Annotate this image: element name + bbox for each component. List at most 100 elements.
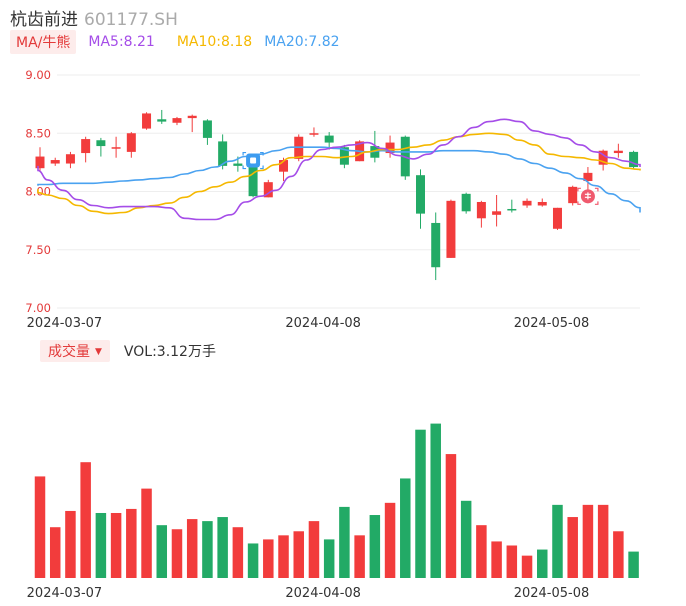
volume-toggle-button[interactable]: 成交量 ▼ — [40, 340, 110, 362]
candle-body — [111, 147, 121, 149]
caret-down-icon: ▼ — [95, 347, 102, 357]
price-tick-label: 9.00 — [25, 68, 51, 82]
volume-bar — [141, 488, 152, 578]
candle-body — [96, 140, 106, 147]
ma-toggle-button[interactable]: MA/牛熊 — [10, 30, 77, 54]
volume-bar — [460, 500, 472, 578]
date-tick-label: 2024-05-08 — [514, 316, 590, 331]
candle-body — [233, 163, 243, 166]
candle-body — [324, 135, 334, 143]
volume-bar — [126, 508, 137, 578]
candle-body — [35, 156, 45, 169]
candle-body — [385, 142, 395, 154]
volume-date-tick-label: 2024-03-07 — [27, 586, 103, 601]
ma5-legend: MA5:8.21 — [88, 34, 155, 50]
date-tick-label: 2024-03-07 — [27, 316, 103, 331]
candle-body — [492, 211, 502, 215]
volume-bar — [521, 555, 533, 578]
candle-body — [613, 150, 623, 154]
ma10-line — [37, 132, 641, 215]
volume-bar — [247, 543, 259, 578]
candle-body — [81, 139, 91, 154]
volume-date-tick-label: 2024-04-08 — [285, 586, 361, 601]
volume-bar — [65, 510, 76, 578]
candle-body — [629, 151, 639, 168]
volume-bar — [323, 539, 335, 578]
volume-bar — [491, 541, 502, 578]
candle-body — [446, 200, 456, 258]
ma5-line — [37, 118, 641, 221]
volume-bar — [202, 521, 213, 578]
ma20-line — [37, 146, 641, 213]
volume-bar — [171, 529, 183, 578]
volume-bar — [339, 506, 350, 578]
volume-bar — [597, 504, 609, 578]
volume-bar — [110, 512, 122, 578]
candle-body — [598, 150, 608, 165]
candle-body — [461, 193, 471, 212]
volume-bar — [354, 535, 365, 578]
volume-bar — [49, 527, 61, 578]
candle-body — [172, 118, 182, 123]
bull-marker-frame — [577, 187, 599, 205]
volume-date-tick-label: 2024-05-08 — [514, 586, 590, 601]
volume-bar — [567, 517, 578, 578]
candle-body — [65, 154, 75, 164]
stock-name: 杭齿前进 — [10, 10, 78, 30]
candle-body — [187, 115, 197, 119]
volume-legend: 成交量 ▼ VOL:3.12万手 — [40, 340, 216, 362]
volume-bar — [156, 525, 168, 578]
volume-bar — [217, 517, 228, 578]
volume-bar — [369, 515, 381, 578]
volume-bar — [476, 525, 487, 578]
candle-body — [339, 147, 349, 165]
candle-body — [263, 182, 273, 198]
date-tick-label: 2024-04-08 — [285, 316, 361, 331]
volume-bar — [613, 531, 624, 578]
stock-title: 杭齿前进 601177.SH — [10, 5, 178, 30]
candle-body — [507, 208, 517, 211]
price-tick-label: 7.00 — [25, 301, 51, 315]
candle-body — [50, 160, 60, 164]
volume-bar — [537, 549, 548, 578]
candle-body — [416, 175, 425, 214]
volume-bar — [232, 527, 244, 578]
volume-value: VOL:3.12万手 — [123, 344, 216, 360]
volume-bar — [263, 539, 274, 578]
volume-bar — [308, 521, 320, 578]
volume-bar — [628, 551, 639, 578]
candle-body — [568, 186, 578, 204]
candle-body — [218, 141, 228, 166]
candle-body — [583, 172, 593, 182]
volume-bar — [445, 454, 457, 578]
ma-legend: MA/牛熊 MA5:8.21 MA10:8.18 MA20:7.82 — [10, 30, 340, 54]
volume-bar — [34, 476, 46, 578]
volume-bar — [506, 545, 518, 578]
sell-marker-glyph — [250, 157, 257, 164]
volume-bar — [582, 504, 594, 578]
ma10-legend: MA10:8.18 — [176, 34, 253, 50]
volume-bar — [278, 535, 289, 578]
candle-body — [431, 222, 441, 268]
bull-marker-glyph — [584, 192, 591, 200]
candle-body — [522, 200, 532, 206]
bull-marker-icon — [577, 187, 599, 205]
price-tick-label: 8.50 — [25, 126, 51, 140]
candle-body — [202, 120, 212, 138]
volume-bar — [95, 512, 107, 578]
sell-marker-frame — [242, 151, 264, 170]
candle-body — [157, 119, 167, 122]
candle-body — [248, 165, 258, 197]
volume-bar — [186, 519, 198, 578]
volume-toggle-label: 成交量 — [48, 344, 90, 360]
candle-body — [537, 201, 547, 206]
volume-bar — [384, 502, 396, 578]
ma20-legend: MA20:7.82 — [264, 34, 340, 50]
sell-marker-icon — [242, 151, 264, 170]
candle-body — [552, 207, 562, 229]
volume-bar — [400, 478, 411, 578]
candle-body — [309, 133, 319, 135]
candle-body — [126, 133, 136, 152]
volume-bar — [552, 504, 563, 578]
